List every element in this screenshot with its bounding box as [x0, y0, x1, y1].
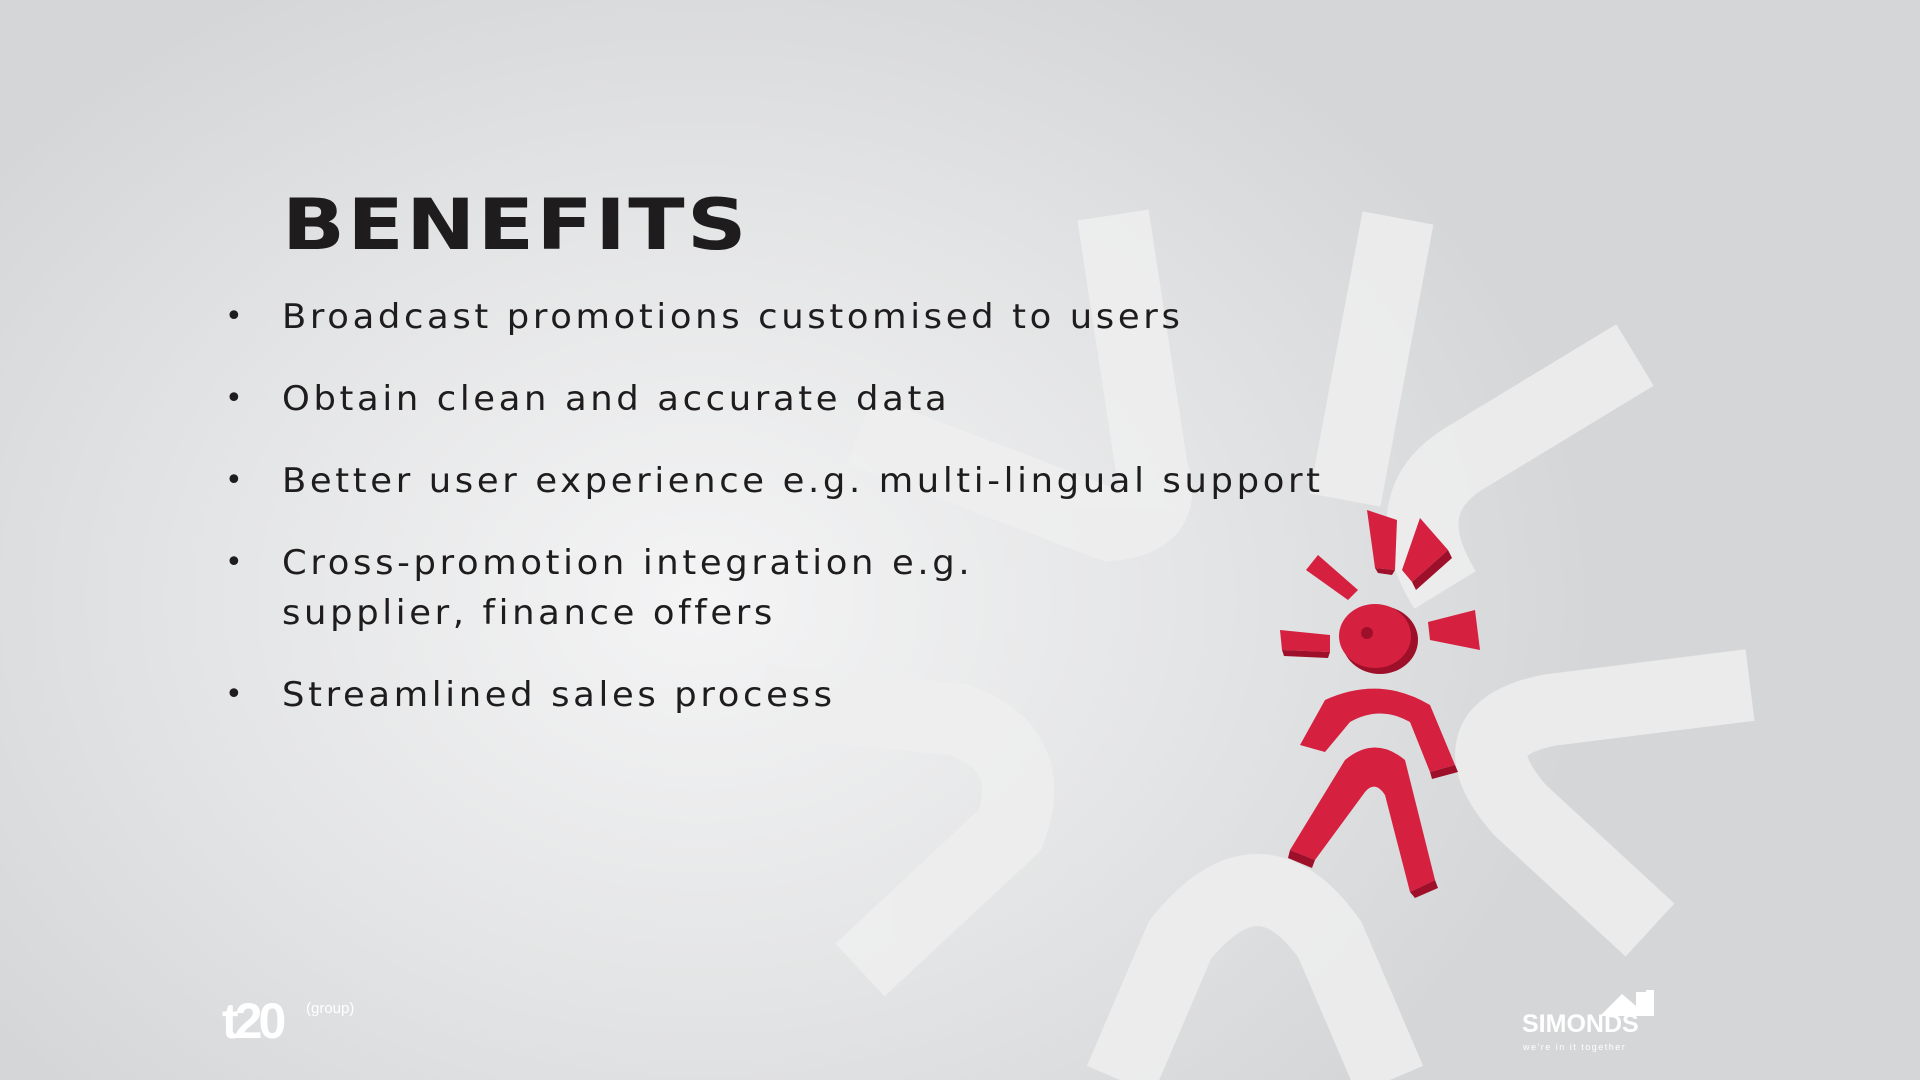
bullet-icon: • — [225, 545, 243, 580]
mascot-ray — [1375, 568, 1395, 575]
simonds-name: SIMONDS — [1522, 1010, 1639, 1038]
mascot-illustration — [1280, 510, 1480, 898]
house-roof-icon — [1600, 990, 1654, 1016]
mascot-ray — [1280, 630, 1330, 652]
mascot-ray — [1282, 650, 1330, 658]
simonds-logo: SIMONDS we're in it together — [1520, 990, 1660, 1060]
t20-logo-sub: (group) — [306, 1000, 355, 1017]
list-item: • Broadcast promotions customised to use… — [225, 292, 1425, 342]
bullet-icon: • — [225, 299, 243, 334]
list-item: • Better user experience e.g. multi-ling… — [225, 456, 1425, 506]
bullet-text: Cross-promotion integration e.g. supplie… — [282, 543, 974, 633]
bullet-text: Better user experience e.g. multi-lingua… — [282, 461, 1324, 501]
simonds-tagline: we're in it together — [1523, 1042, 1627, 1052]
mascot-legs — [1290, 747, 1435, 892]
bullet-text: Broadcast promotions customised to users — [282, 297, 1184, 337]
bullet-text: Obtain clean and accurate data — [282, 379, 951, 419]
bullet-icon: • — [225, 677, 243, 712]
list-item: • Obtain clean and accurate data — [225, 374, 1425, 424]
bullet-text: Streamlined sales process — [282, 675, 836, 715]
mascot-ray — [1306, 555, 1358, 600]
mascot-ray — [1412, 550, 1452, 590]
t20-group-logo: t20 (group) — [222, 996, 372, 1056]
list-item: • Cross-promotion integration e.g. suppl… — [225, 538, 1425, 638]
slide-title: BENEFITS — [282, 184, 749, 266]
mascot-ray — [1367, 510, 1397, 570]
mascot-ray — [1402, 518, 1448, 582]
list-item: • Streamlined sales process — [225, 670, 1425, 720]
bullet-icon: • — [225, 381, 243, 416]
mascot-ray — [1428, 610, 1480, 650]
benefits-list: • Broadcast promotions customised to use… — [225, 292, 1425, 752]
bullet-icon: • — [225, 463, 243, 498]
mascot-head — [1339, 604, 1411, 668]
mascot-body — [1300, 688, 1455, 772]
t20-logo-mark: t20 — [222, 993, 286, 1049]
